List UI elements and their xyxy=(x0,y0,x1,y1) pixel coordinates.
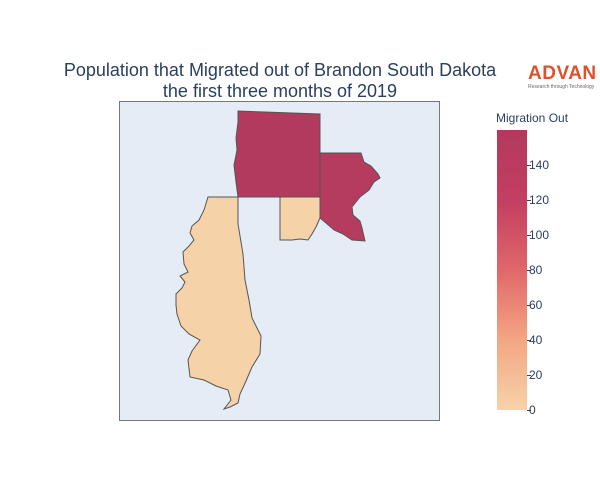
map-plot-area[interactable] xyxy=(119,101,440,421)
region-west-strip[interactable] xyxy=(175,196,262,410)
colorbar-tick-label: 140 xyxy=(529,158,550,172)
region-northeast-block[interactable] xyxy=(319,152,381,242)
colorbar-tick xyxy=(527,165,531,166)
region-small-block[interactable] xyxy=(279,196,321,241)
chart-title-line-2: the first three months of 2019 xyxy=(162,81,398,101)
advan-logo: ADVAN Research through Technology xyxy=(528,63,598,91)
colorbar-tick-label: 100 xyxy=(529,228,550,242)
colorbar-tick-label: 40 xyxy=(529,333,543,347)
colorbar-tick xyxy=(527,235,531,236)
colorbar-tick-label: 20 xyxy=(529,368,543,382)
colorbar-tick-label: 120 xyxy=(529,193,550,207)
colorbar-tick xyxy=(527,270,531,271)
colorbar-gradient xyxy=(497,130,527,410)
colorbar-tick xyxy=(527,340,531,341)
colorbar-tick xyxy=(527,200,531,201)
colorbar-tick xyxy=(527,410,531,411)
colorbar-title: Migration Out xyxy=(496,111,569,125)
colorbar-tick-label: 60 xyxy=(529,298,543,312)
logo-tagline: Research through Technology xyxy=(528,84,595,90)
logo-wordmark: ADVAN xyxy=(528,63,597,84)
chart-title-line-1: Population that Migrated out of Brandon … xyxy=(63,60,497,80)
region-north-block[interactable] xyxy=(233,110,321,198)
colorbar-tick-label: 0 xyxy=(529,403,536,417)
colorbar-tick xyxy=(527,305,531,306)
colorbar-tick-label: 80 xyxy=(529,263,543,277)
choropleth-map[interactable] xyxy=(120,102,439,420)
colorbar-tick xyxy=(527,375,531,376)
